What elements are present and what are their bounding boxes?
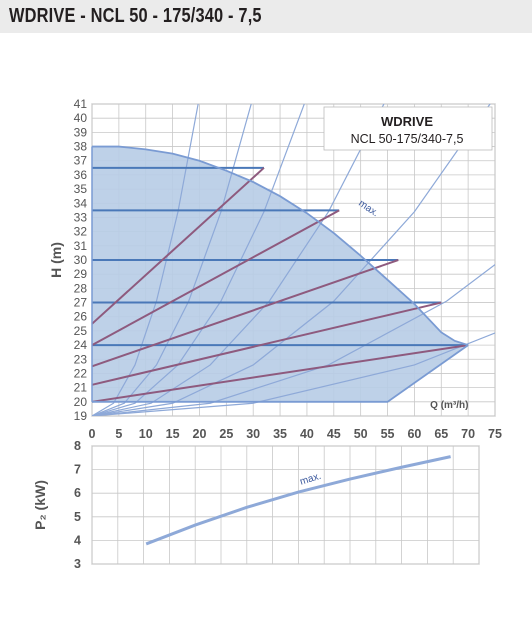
y-tick-label: 7: [74, 463, 81, 477]
system-curve: [92, 263, 495, 416]
system-curve: [92, 104, 252, 416]
y-tick-label: 5: [74, 510, 81, 524]
y-tick-label: 38: [74, 140, 88, 154]
x-tick-label: 35: [273, 427, 287, 441]
legend-box: [323, 106, 493, 151]
y-tick-label: 3: [74, 557, 81, 571]
x-tick-label: 30: [246, 427, 260, 441]
y-tick-label: 41: [74, 97, 88, 111]
y-tick-label: 28: [74, 281, 88, 295]
x-tick-label: 55: [381, 427, 395, 441]
y-axis-label: P₂ (kW): [32, 480, 48, 530]
y-tick-label: 37: [74, 154, 88, 168]
title-bar: WDRIVE - NCL 50 - 175/340 - 7,5: [0, 0, 532, 33]
proportional-pressure-line: [91, 259, 399, 368]
y-tick-label: 36: [74, 168, 88, 182]
legend: WDRIVE NCL 50-175/340-7,5: [323, 106, 493, 151]
y-tick-label: 19: [74, 409, 88, 423]
system-curve: [92, 332, 495, 416]
x-tick-label: 15: [166, 427, 180, 441]
x-tick-label: 60: [407, 427, 421, 441]
y-tick-label: 33: [74, 210, 88, 224]
y-tick-label: 31: [74, 239, 88, 253]
y-tick-label: 22: [74, 366, 88, 380]
y-tick-label: 34: [74, 196, 88, 210]
system-curve: [92, 104, 305, 416]
y-tick-label: 25: [74, 324, 88, 338]
system-curves: [92, 104, 495, 416]
system-curve: [92, 104, 199, 416]
x-tick-label: 0: [89, 427, 96, 441]
page-title: WDRIVE - NCL 50 - 175/340 - 7,5: [9, 5, 262, 27]
y-tick-label: 32: [74, 225, 88, 239]
x-tick-label: 5: [115, 427, 122, 441]
y-tick-label: 23: [74, 352, 88, 366]
proportional-pressure-line: [91, 167, 265, 325]
power-curve: [145, 455, 451, 546]
y-tick-label: 21: [74, 381, 88, 395]
x-tick-label: 20: [193, 427, 207, 441]
x-tick-label: 75: [488, 427, 502, 441]
x-tick-label: 45: [327, 427, 341, 441]
y-tick-label: 8: [74, 439, 81, 453]
y-tick-label: 26: [74, 310, 88, 324]
y-tick-label: 39: [74, 125, 88, 139]
y-tick-label: 30: [74, 253, 88, 267]
y-tick-label: 35: [74, 182, 88, 196]
region-bottom: [92, 344, 469, 403]
proportional-pressure-line: [91, 209, 340, 346]
legend-subtitle: NCL 50-175/340-7,5: [351, 132, 464, 146]
x-tick-label: 70: [461, 427, 475, 441]
legend-title: WDRIVE: [381, 114, 433, 129]
y-tick-label: 40: [74, 111, 88, 125]
y-tick-label: 20: [74, 395, 88, 409]
proportional-pressure-line: [91, 344, 469, 403]
system-curve: [92, 104, 491, 416]
x-tick-label: 40: [300, 427, 314, 441]
x-tick-label: 10: [139, 427, 153, 441]
y-tick-label: 4: [74, 533, 81, 547]
y-tick-label: 27: [74, 296, 88, 310]
x-tick-label: 65: [434, 427, 448, 441]
head-flow-chart: max.192021222324252627282930313233343536…: [48, 97, 502, 441]
system-curve: [92, 104, 385, 416]
y-tick-label: 24: [74, 338, 88, 352]
x-tick-label: 50: [354, 427, 368, 441]
y-tick-label: 29: [74, 267, 88, 281]
max-curve: [92, 145, 469, 346]
x-tick-label: 25: [219, 427, 233, 441]
y-axis-label: H (m): [48, 242, 64, 278]
x-axis-label: Q (m³/h): [430, 400, 468, 411]
proportional-pressure-line: [91, 301, 442, 386]
y-tick-label: 6: [74, 486, 81, 500]
